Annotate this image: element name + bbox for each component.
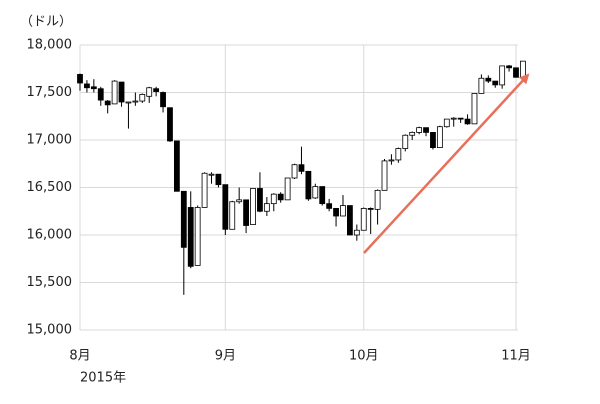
candle-body [374,189,381,210]
candle-body [284,177,291,201]
candle-body [326,203,333,209]
candle-body [257,188,263,212]
candle-body [436,126,443,148]
candle-body [381,160,388,191]
candle-body [520,60,526,78]
candle-body [111,80,118,105]
candle-body [416,127,423,133]
candle-body [319,186,326,205]
candle-body [160,92,166,108]
candle-body [277,193,284,201]
candle-body [298,164,305,172]
candle-body [443,118,450,128]
candle-body [312,186,319,199]
candle-body [478,77,485,94]
candle-body [457,117,464,120]
candle-body [492,80,499,86]
candle-body [167,107,173,142]
candle-body [353,229,360,236]
candle-body [270,193,277,205]
candle-body [84,83,90,89]
candle-body [360,207,367,231]
candle-body [499,65,506,86]
candle-body [305,170,312,200]
candle-body [291,164,298,179]
candle-body [180,190,187,248]
candle-body [125,101,132,104]
candle-body [243,199,249,226]
candle-body [464,118,471,125]
candle-body [388,159,395,162]
candle-body [201,172,208,208]
candle-body [250,188,256,225]
y-axis-unit: （ドル） [20,15,72,30]
y-tick-label: 15,000 [27,323,73,338]
candle-body [333,207,339,217]
y-tick-label: 16,000 [27,228,73,243]
candle-body [132,100,139,103]
grid: 15,000 15,500 16,000 16,500 17,000 17,500 18,0… [27,38,531,364]
y-tick-label: 15,500 [27,275,73,290]
candle-body [395,148,402,161]
candle-body [409,131,416,136]
trend-arrow [363,73,530,254]
y-tick-label: 17,000 [27,133,73,148]
y-tick-label: 17,500 [27,85,73,100]
candle-body [450,117,457,120]
candle-body [139,94,146,102]
candle-body [104,100,111,106]
x-tick-label: 8月 [69,349,90,364]
candle-body [347,205,353,236]
candle-body [229,201,236,230]
y-tick-label: 18,000 [27,38,73,53]
candle-body [367,207,374,210]
candle-body [194,207,201,266]
candle-body [118,81,125,103]
candle-body [423,127,429,133]
candle-body [187,207,194,267]
candle-body [173,140,180,192]
candle-body [236,199,243,203]
x-tick-label: 11月 [501,349,531,364]
candle-body [263,203,270,212]
x-tick-label: 9月 [215,349,236,364]
candle-body [222,184,229,230]
x-tick-label: 10月 [349,349,379,364]
candle-body [506,65,512,69]
candle-body [77,74,83,84]
candle-body [513,67,519,78]
candle-body [402,134,409,149]
x-sublabel: 2015年 [80,371,126,386]
candles [77,60,526,295]
candle-body [471,93,478,125]
candle-body [485,77,492,82]
y-tick-label: 16,500 [27,180,73,195]
candle-body [97,88,104,101]
candle-body [340,205,346,217]
candle-body [215,173,222,186]
candle-body [90,86,97,90]
candle-body [208,173,215,176]
candle-body [430,131,436,148]
candle-body [153,88,160,92]
candle-body [146,87,153,97]
